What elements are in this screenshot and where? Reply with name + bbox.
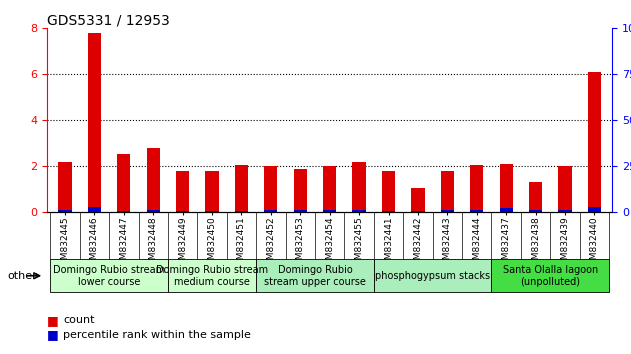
Bar: [293, 169, 307, 212]
Bar: [529, 210, 542, 212]
Bar: [588, 207, 601, 212]
Bar: [558, 210, 572, 212]
Bar: [206, 171, 219, 212]
Bar: [58, 162, 71, 212]
Bar: [88, 33, 101, 212]
Bar: [382, 171, 395, 212]
Bar: [558, 166, 572, 212]
Bar: [500, 164, 513, 212]
Text: Domingo Rubio
stream upper course: Domingo Rubio stream upper course: [264, 265, 366, 287]
Text: count: count: [63, 315, 95, 325]
Text: other: other: [8, 271, 37, 281]
Bar: [146, 210, 160, 212]
Text: GDS5331 / 12953: GDS5331 / 12953: [47, 13, 170, 27]
Bar: [500, 208, 513, 212]
Bar: [117, 211, 131, 212]
Text: percentile rank within the sample: percentile rank within the sample: [63, 330, 251, 339]
Text: Domingo Rubio stream
lower course: Domingo Rubio stream lower course: [53, 265, 165, 287]
Bar: [176, 171, 189, 212]
Bar: [440, 171, 454, 212]
Bar: [264, 210, 278, 212]
Bar: [440, 210, 454, 212]
Bar: [588, 72, 601, 212]
Bar: [235, 211, 248, 212]
Bar: [264, 166, 278, 212]
Bar: [374, 259, 492, 292]
Bar: [58, 210, 71, 212]
Bar: [323, 166, 336, 212]
Bar: [293, 210, 307, 212]
Bar: [50, 259, 168, 292]
Bar: [353, 162, 366, 212]
Bar: [256, 259, 374, 292]
Bar: [529, 183, 542, 212]
Bar: [235, 165, 248, 212]
Bar: [411, 211, 425, 212]
Bar: [382, 211, 395, 212]
Bar: [176, 211, 189, 212]
Bar: [470, 165, 483, 212]
Bar: [88, 206, 101, 212]
Bar: [206, 211, 219, 212]
Bar: [492, 259, 609, 292]
Text: ■: ■: [47, 328, 59, 341]
Text: Domingo Rubio stream
medium course: Domingo Rubio stream medium course: [156, 265, 268, 287]
Bar: [168, 259, 256, 292]
Text: ■: ■: [47, 314, 59, 327]
Bar: [470, 210, 483, 212]
Bar: [146, 148, 160, 212]
Text: Santa Olalla lagoon
(unpolluted): Santa Olalla lagoon (unpolluted): [503, 265, 598, 287]
Bar: [323, 210, 336, 212]
Bar: [411, 188, 425, 212]
Bar: [353, 210, 366, 212]
Bar: [117, 154, 131, 212]
Text: phosphogypsum stacks: phosphogypsum stacks: [375, 271, 490, 281]
